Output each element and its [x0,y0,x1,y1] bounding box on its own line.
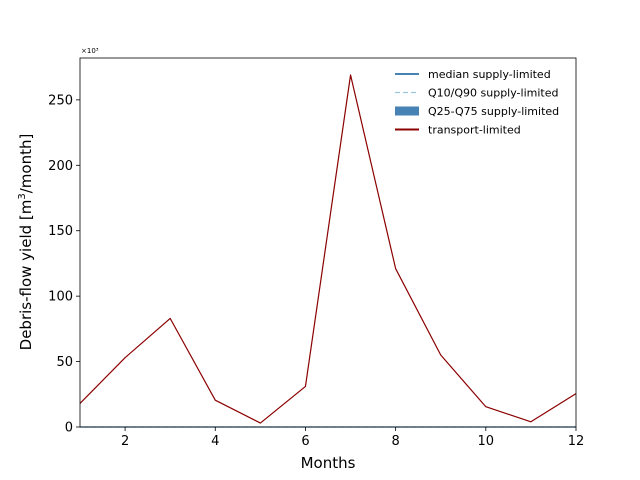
legend-swatch-q25-q75-supply-limited [395,106,419,116]
plot-background [80,58,576,427]
y-axis-label: Debris-flow yield [m3/month] [17,134,35,351]
x-tick-label: 10 [478,434,495,449]
y-tick-label: 50 [56,355,73,370]
legend-label-q25-q75-supply-limited: Q25-Q75 supply-limited [428,105,559,118]
x-axis-label: Months [301,454,356,472]
legend-label-median-supply-limited: median supply-limited [428,68,551,81]
y-tick-label: 250 [48,93,73,108]
plot-frame [79,57,577,428]
x-tick-label: 12 [568,434,585,449]
y-tick-label: 150 [48,224,73,239]
y-tick-label: 100 [48,290,73,305]
x-axis-ticks: 2 4 6 8 10 12 [121,427,584,449]
legend: median supply-limited Q10/Q90 supply-limi… [395,68,559,137]
x-tick-label: 4 [211,434,219,449]
x-tick-label: 2 [121,434,129,449]
y-tick-label: 200 [48,159,73,174]
legend-label-q10-q90-supply-limited: Q10/Q90 supply-limited [428,87,558,100]
x-tick-label: 6 [301,434,309,449]
y-tick-label: 0 [65,421,73,436]
x-tick-label: 8 [391,434,399,449]
y-scale-note: ×10³ [81,47,99,55]
series-line-transport-limited [79,74,577,424]
legend-label-transport-limited: transport-limited [428,124,521,137]
y-axis-ticks: 0 50 100 150 200 250 [48,93,80,436]
